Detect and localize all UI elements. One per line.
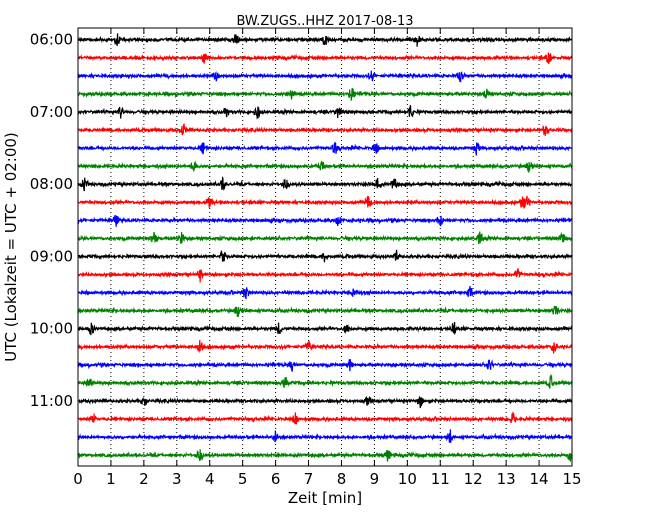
trace-row-0800 — [77, 176, 573, 192]
x-tick-label: 11 — [431, 470, 450, 488]
x-tick-label: 0 — [73, 470, 83, 488]
x-tick-label: 15 — [562, 470, 581, 488]
trace-row-0815 — [77, 195, 573, 209]
plot-frame — [77, 27, 573, 467]
trace-row-0945 — [77, 305, 573, 317]
x-tick-label: 14 — [530, 470, 549, 488]
x-tick-label: 5 — [238, 470, 248, 488]
trace-row-1015 — [77, 339, 573, 354]
x-axis-label: Zeit [min] — [288, 489, 362, 507]
trace-row-0645 — [77, 87, 573, 101]
y-tick-label: 07:00 — [30, 103, 73, 121]
trace-rows — [77, 33, 573, 462]
y-tick-label: 08:00 — [30, 175, 73, 193]
trace-row-0915 — [77, 267, 572, 283]
x-tick-label: 1 — [106, 470, 116, 488]
x-tick-label: 3 — [172, 470, 182, 488]
x-tick-label: 2 — [139, 470, 149, 488]
axis-ticks: 0 1 2 3 4 5 6 7 8 9 10 11 12 13 14 1506:0007:0008:0009:… — [30, 28, 582, 488]
x-tick-label: 12 — [464, 470, 483, 488]
trace-row-0930 — [77, 285, 573, 300]
trace-row-1045 — [77, 373, 573, 389]
y-tick-label: 11:00 — [30, 392, 73, 410]
trace-row-1145 — [77, 449, 573, 462]
x-tick-label: 7 — [304, 470, 314, 488]
trace-row-0630 — [77, 70, 573, 83]
trace-row-1130 — [77, 429, 573, 443]
trace-row-0600 — [77, 33, 572, 47]
y-tick-label: 06:00 — [30, 31, 73, 49]
chart-title: BW.ZUGS..HHZ 2017-08-13 — [236, 14, 413, 29]
trace-row-0615 — [77, 52, 573, 64]
trace-row-1000 — [77, 321, 573, 336]
x-tick-label: 9 — [370, 470, 380, 488]
trace-row-1030 — [77, 359, 573, 372]
x-tick-label: 13 — [497, 470, 516, 488]
x-tick-label: 6 — [271, 470, 281, 488]
trace-row-1115 — [77, 411, 573, 425]
x-tick-label: 4 — [205, 470, 215, 488]
x-tick-label: 10 — [398, 470, 417, 488]
trace-row-0900 — [77, 249, 573, 263]
trace-row-0700 — [77, 104, 573, 120]
trace-row-0730 — [77, 141, 573, 156]
x-tick-label: 8 — [337, 470, 347, 488]
trace-row-0715 — [77, 123, 573, 136]
trace-row-1100 — [77, 396, 573, 409]
y-tick-label: 09:00 — [30, 247, 73, 265]
trace-row-0845 — [77, 231, 573, 245]
trace-row-0830 — [77, 214, 573, 227]
trace-row-0745 — [77, 160, 573, 173]
y-axis-label: UTC (Lokalzeit = UTC + 02:00) — [2, 132, 20, 362]
y-tick-label: 10:00 — [30, 320, 73, 338]
